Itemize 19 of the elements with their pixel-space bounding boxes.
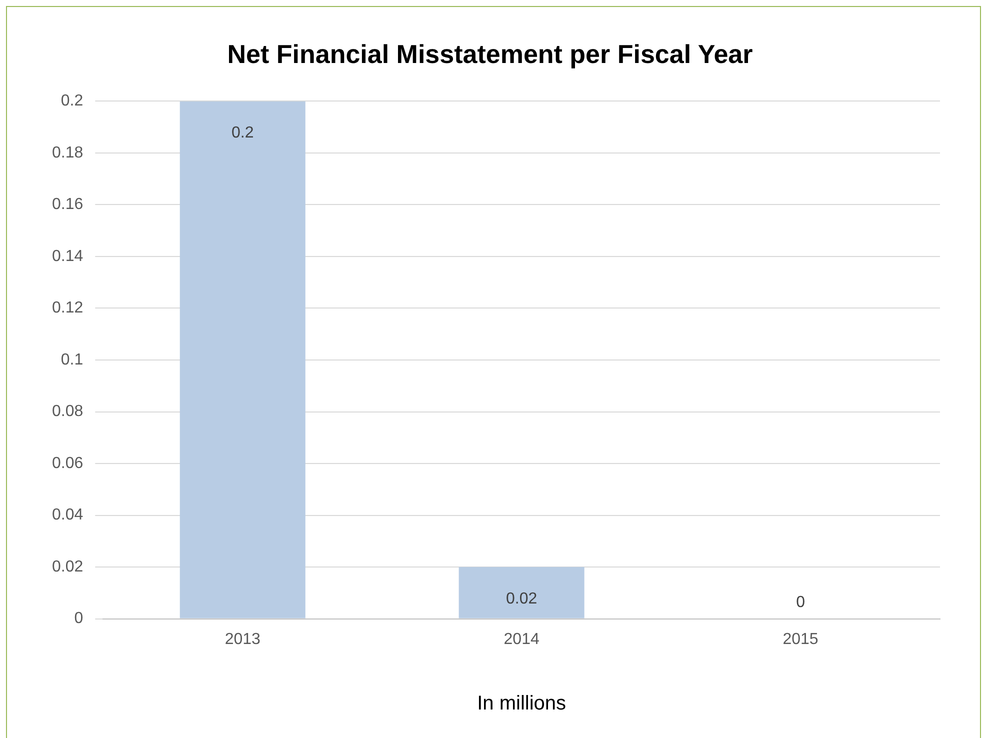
x-axis-title: In millions <box>477 692 566 715</box>
y-tick-label: 0.02 <box>52 558 84 576</box>
y-tick-label: 0.06 <box>52 454 84 472</box>
x-tick-label: 2015 <box>782 630 818 648</box>
y-tick-label: 0.04 <box>52 506 84 524</box>
x-tick-label: 2013 <box>224 630 261 648</box>
y-tick-label: 0.14 <box>52 248 84 265</box>
y-tick-label: 0.2 <box>60 92 84 110</box>
y-tick-label: 0.16 <box>52 196 84 214</box>
data-label: 0 <box>796 594 806 612</box>
y-tick-label: 0 <box>74 610 84 628</box>
y-tick-label: 0.12 <box>52 300 84 317</box>
data-label: 0.2 <box>231 124 254 142</box>
y-tick-label: 0.08 <box>52 403 84 420</box>
x-tick-label: 2014 <box>504 630 540 648</box>
chart-title: Net Financial Misstatement per Fiscal Year <box>227 38 753 69</box>
y-tick-label: 0.1 <box>60 351 84 368</box>
y-tick-label: 0.18 <box>52 144 84 162</box>
data-label: 0.02 <box>506 590 538 608</box>
